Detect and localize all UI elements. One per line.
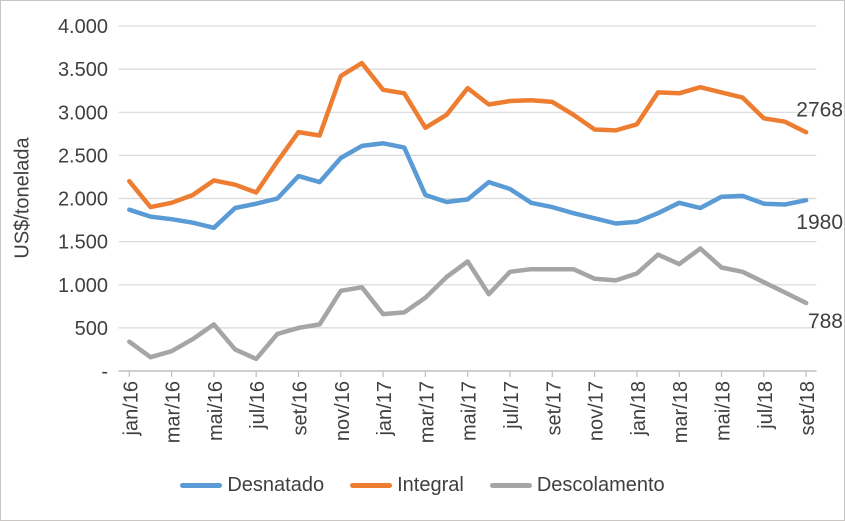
- legend-item-integral[interactable]: Integral: [350, 474, 464, 497]
- x-tick-label: jan/16: [120, 381, 142, 437]
- y-tick-label: 1.000: [58, 275, 108, 297]
- series-line-desnatado[interactable]: [127, 141, 809, 231]
- legend-label-desnatado: Desnatado: [227, 474, 325, 496]
- legend-item-descolamento[interactable]: Descolamento: [489, 474, 665, 497]
- series-line-descolamento[interactable]: [127, 246, 809, 362]
- desnatado-line-swatch: [180, 483, 223, 488]
- y-tick-label: 3.500: [58, 59, 108, 81]
- y-tick-label: 500: [75, 318, 108, 340]
- x-tick-label: mar/18: [670, 381, 692, 443]
- x-tick-label: jul/18: [755, 381, 777, 430]
- legend-label-integral: Integral: [397, 474, 464, 496]
- y-tick-label: -: [101, 361, 108, 383]
- legend-item-desnatado[interactable]: Desnatado: [180, 474, 324, 497]
- x-tick-label: mar/17: [416, 381, 438, 443]
- x-tick-label: set/16: [290, 381, 312, 435]
- legend-label-descolamento: Descolamento: [536, 474, 665, 496]
- data-label-integral: 2768: [796, 98, 843, 121]
- x-tick-label: set/17: [543, 381, 565, 435]
- integral-line-swatch: [350, 483, 393, 488]
- x-tick-label: nov/17: [586, 381, 608, 441]
- series-line-integral[interactable]: [127, 60, 809, 210]
- x-tick-label: set/18: [797, 381, 819, 435]
- x-tick-label: jul/17: [501, 381, 523, 430]
- y-tick-label: 2.500: [58, 145, 108, 167]
- x-tick-label: mai/17: [459, 381, 481, 441]
- data-label-descolamento: 788: [808, 310, 843, 333]
- y-tick-label: 1.500: [58, 232, 108, 254]
- x-tick-label: jan/17: [374, 381, 396, 437]
- descolamento-line-swatch: [489, 483, 532, 488]
- x-tick-label: mar/16: [163, 381, 185, 443]
- y-tick-label: 3.000: [58, 102, 108, 124]
- y-tick-label: 2.000: [58, 189, 108, 211]
- x-tick-label: jan/18: [628, 381, 650, 437]
- data-label-desnatado: 1980: [796, 211, 843, 234]
- x-tick-label: mai/16: [205, 381, 227, 441]
- y-tick-label: 4.000: [58, 16, 108, 38]
- x-tick-label: nov/16: [332, 381, 354, 441]
- legend: Desnatado Integral Descolamento: [1, 474, 844, 497]
- x-tick-label: mai/18: [713, 381, 735, 441]
- x-tick-label: jul/16: [247, 381, 269, 430]
